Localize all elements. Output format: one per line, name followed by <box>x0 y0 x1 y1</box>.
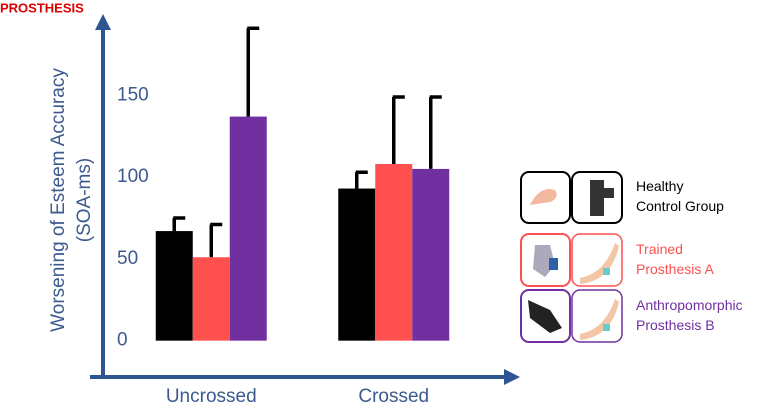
bar <box>229 116 267 341</box>
error-bar <box>392 95 405 165</box>
error-bar <box>172 216 186 232</box>
bar <box>155 231 193 341</box>
bar <box>412 168 450 341</box>
y-axis-label: Worsening of Esteem Accuracy (SOA-ms) <box>48 68 95 332</box>
legend-label: Anthropomorphic Prosthesis B <box>636 297 743 333</box>
x-tick-label: Uncrossed <box>166 386 257 406</box>
y-tick-label: 50 <box>117 248 138 269</box>
y-tick-label: 150 <box>117 84 149 105</box>
y-tick-label: 100 <box>117 166 149 187</box>
legend-label: Healthy Control Group <box>636 178 724 214</box>
bar <box>192 257 230 341</box>
error-bar <box>246 26 260 117</box>
bar <box>338 188 376 341</box>
legend-icons <box>520 171 623 343</box>
error-bar <box>429 95 442 169</box>
bar <box>375 164 413 341</box>
x-tick-label: Crossed <box>358 386 429 406</box>
chart-title: PROSTHESIS <box>0 0 84 15</box>
legend-label: Trained Prosthesis A <box>636 241 714 277</box>
error-bar <box>209 222 223 258</box>
error-bar <box>355 170 368 189</box>
y-tick-label: 0 <box>117 330 128 351</box>
